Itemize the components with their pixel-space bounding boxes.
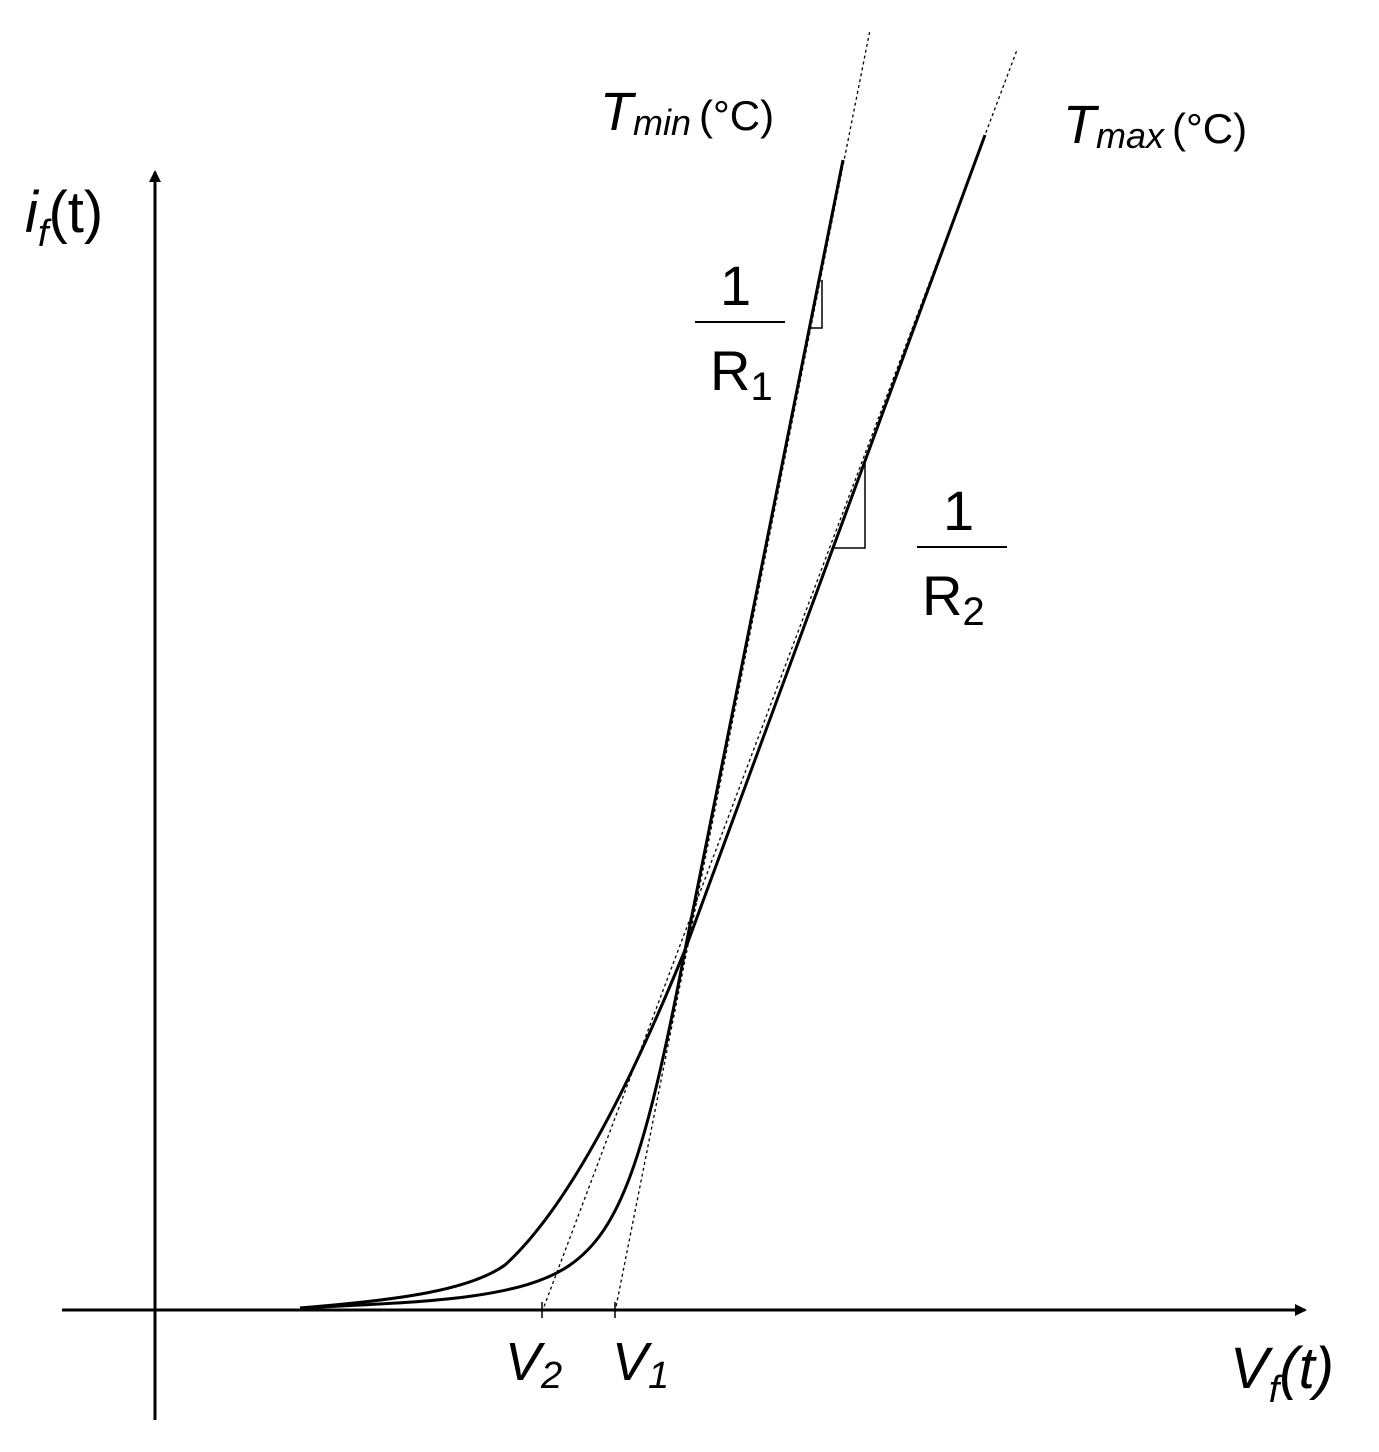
tmin-label: Tmin (°C) [600,82,774,143]
y-axis-label: if(t) [25,180,103,255]
slope-r1-numerator: 1 [720,254,751,317]
slope-r2-numerator: 1 [943,479,974,542]
x-axis-label: Vf(t) [1230,1336,1334,1411]
v2-label: V2 [505,1332,562,1397]
slope-triangle-r2 [832,460,866,549]
slope-r1-denominator: R1 [710,339,773,409]
v1-label: V1 [612,1332,669,1397]
slope-r2-denominator: R2 [922,564,985,634]
curve-tmin [299,159,845,1310]
slope-triangle-r1 [809,280,823,329]
tangent-line-tmin [614,29,871,1313]
curve-tmax [299,134,987,1310]
tmax-label: Tmax (°C) [1063,95,1247,156]
